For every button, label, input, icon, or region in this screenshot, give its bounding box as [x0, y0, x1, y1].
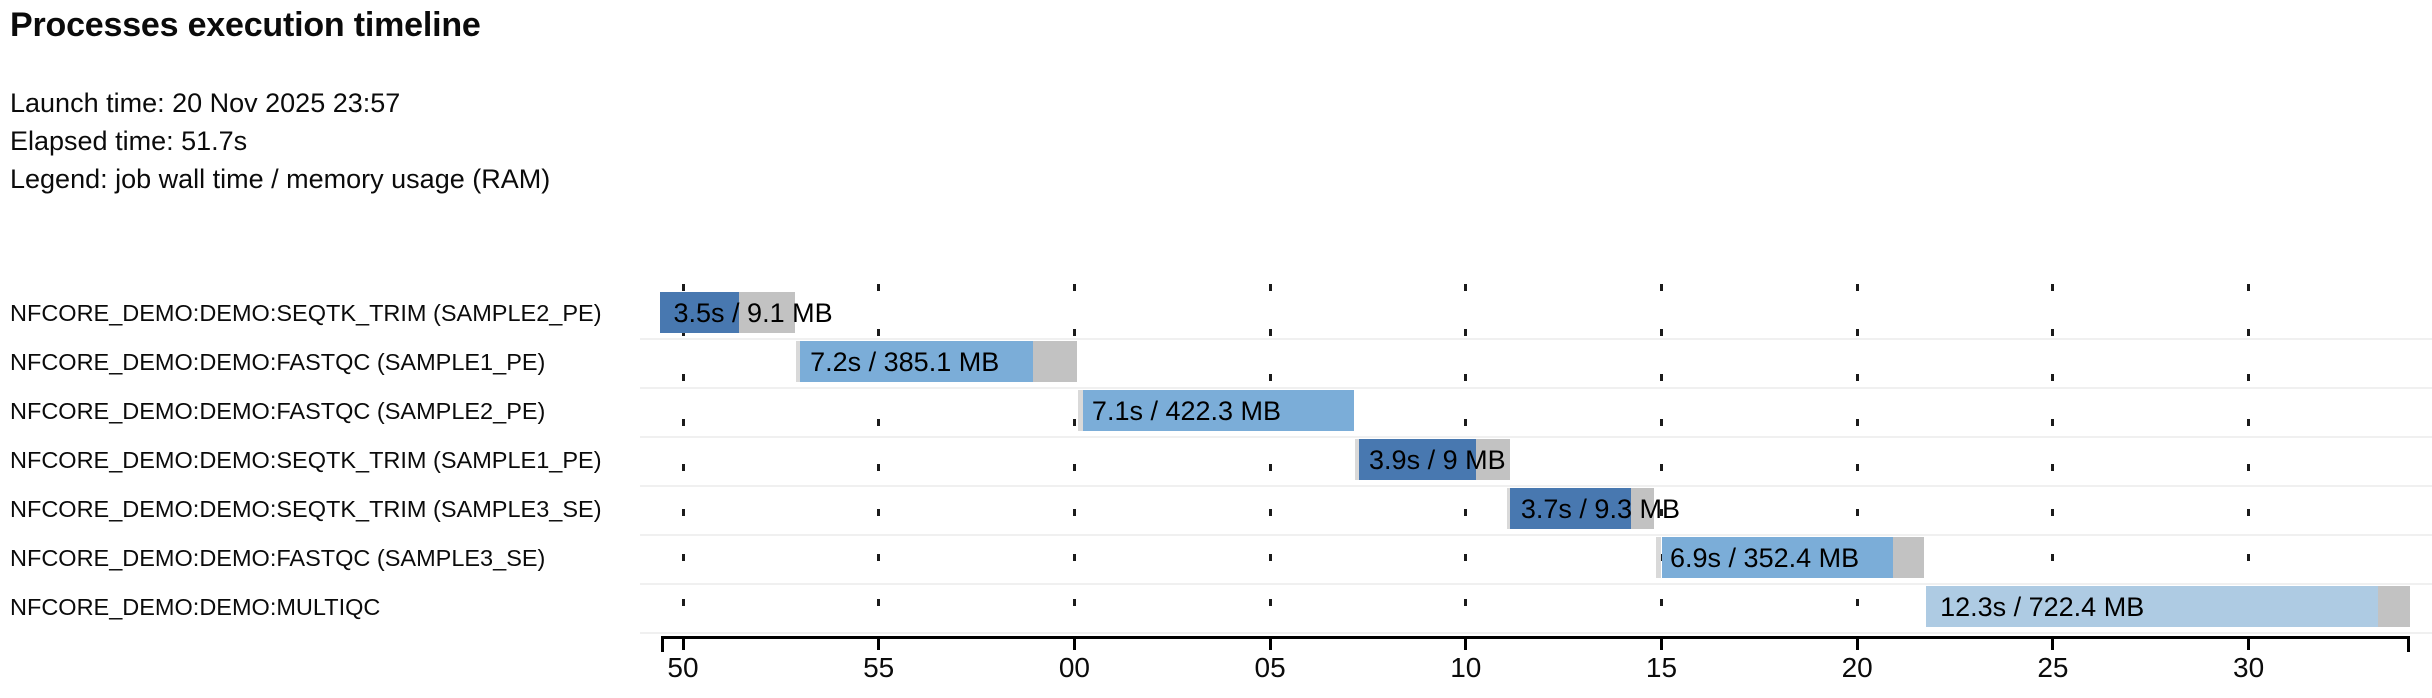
x-axis-tick-label: 50 — [667, 652, 699, 683]
process-label: NFCORE_DEMO:DEMO:FASTQC (SAMPLE1_PE) — [10, 349, 546, 375]
x-axis-tick — [1268, 636, 1272, 650]
process-label: NFCORE_DEMO:DEMO:FASTQC (SAMPLE3_SE) — [10, 545, 546, 571]
bar-label: 12.3s / 722.4 MB — [1940, 592, 2145, 622]
bar-segment — [1506, 488, 1511, 529]
x-axis-tick-label: 55 — [863, 652, 895, 683]
x-axis-end-cap — [2407, 636, 2410, 652]
row-separator — [640, 485, 2432, 487]
bar-label: 3.9s / 9 MB — [1369, 445, 1506, 475]
vertical-gridline — [681, 284, 685, 636]
row-separator — [640, 338, 2432, 340]
vertical-gridline — [1268, 284, 1272, 636]
bar-label: 3.7s / 9.3 MB — [1520, 494, 1680, 524]
process-label: NFCORE_DEMO:DEMO:SEQTK_TRIM (SAMPLE3_SE) — [10, 496, 602, 522]
bar-segment — [1475, 439, 1511, 480]
x-axis-tick — [2051, 636, 2055, 650]
process-label: NFCORE_DEMO:DEMO:SEQTK_TRIM (SAMPLE2_PE) — [10, 300, 602, 326]
row-separator — [640, 534, 2432, 536]
vertical-gridline — [1660, 284, 1663, 636]
bar-segment — [1083, 390, 1354, 431]
bar-segment — [1355, 439, 1360, 480]
vertical-gridline — [2051, 284, 2055, 636]
bar-segment — [1656, 537, 1662, 578]
x-axis-tick-label: 15 — [1645, 652, 1678, 683]
x-axis-tick-label: 05 — [1254, 652, 1286, 683]
bar-segment — [1630, 488, 1655, 529]
bar-label: 7.1s / 422.3 MB — [1091, 396, 1282, 426]
bar-label: 6.9s / 352.4 MB — [1670, 543, 1860, 573]
vertical-gridline — [2247, 284, 2251, 636]
vertical-gridline — [877, 284, 881, 636]
elapsed-time-line: Elapsed time: 51.7s — [10, 126, 248, 156]
x-axis-tick-label: 25 — [2037, 652, 2069, 683]
bar-segment — [1077, 390, 1083, 431]
bar-segment — [1893, 537, 1925, 578]
report-meta: Launch time: 20 Nov 2025 23:57 Elapsed t… — [10, 84, 550, 198]
bar-segment — [1032, 341, 1078, 382]
bar-segment — [738, 292, 795, 333]
bar-segment — [796, 341, 801, 382]
page-title: Processes execution timeline — [10, 6, 481, 44]
x-axis-tick — [877, 636, 881, 650]
process-label: NFCORE_DEMO:DEMO:FASTQC (SAMPLE2_PE) — [10, 398, 546, 424]
bar-segment — [2378, 586, 2411, 627]
bar-segment — [800, 341, 1033, 382]
launch-time-line: Launch time: 20 Nov 2025 23:57 — [10, 88, 401, 118]
bar-segment — [659, 292, 739, 333]
row-separator — [640, 436, 2432, 438]
x-axis-tick — [1072, 636, 1076, 650]
bar-segment — [1926, 586, 2379, 627]
process-label: NFCORE_DEMO:DEMO:SEQTK_TRIM (SAMPLE1_PE) — [10, 447, 602, 473]
row-separator — [640, 632, 2432, 634]
x-axis-tick — [1660, 636, 1663, 650]
vertical-gridline — [1072, 284, 1076, 636]
process-label: NFCORE_DEMO:DEMO:MULTIQC — [10, 594, 381, 620]
x-axis-tick — [681, 636, 685, 650]
x-axis-end-cap — [661, 636, 664, 652]
vertical-gridline — [1855, 284, 1859, 636]
x-axis-line — [661, 636, 2410, 639]
bar-label: 3.5s / 9.1 MB — [673, 298, 833, 328]
legend-line: Legend: job wall time / memory usage (RA… — [10, 164, 551, 194]
x-axis-tick-label: 30 — [2233, 652, 2265, 683]
bar-label: 7.2s / 385.1 MB — [810, 347, 1000, 377]
x-axis-tick-label: 00 — [1058, 652, 1090, 683]
bar-segment — [1510, 488, 1631, 529]
x-axis-tick-label: 10 — [1450, 652, 1482, 683]
x-axis-tick — [2247, 636, 2251, 650]
x-axis-tick — [1464, 636, 1468, 650]
bar-segment — [1359, 439, 1476, 480]
x-axis-tick-label: 20 — [1841, 652, 1873, 683]
row-separator — [640, 583, 2432, 585]
row-separator — [640, 387, 2432, 389]
bar-segment — [1661, 537, 1894, 578]
x-axis-tick — [1855, 636, 1859, 650]
